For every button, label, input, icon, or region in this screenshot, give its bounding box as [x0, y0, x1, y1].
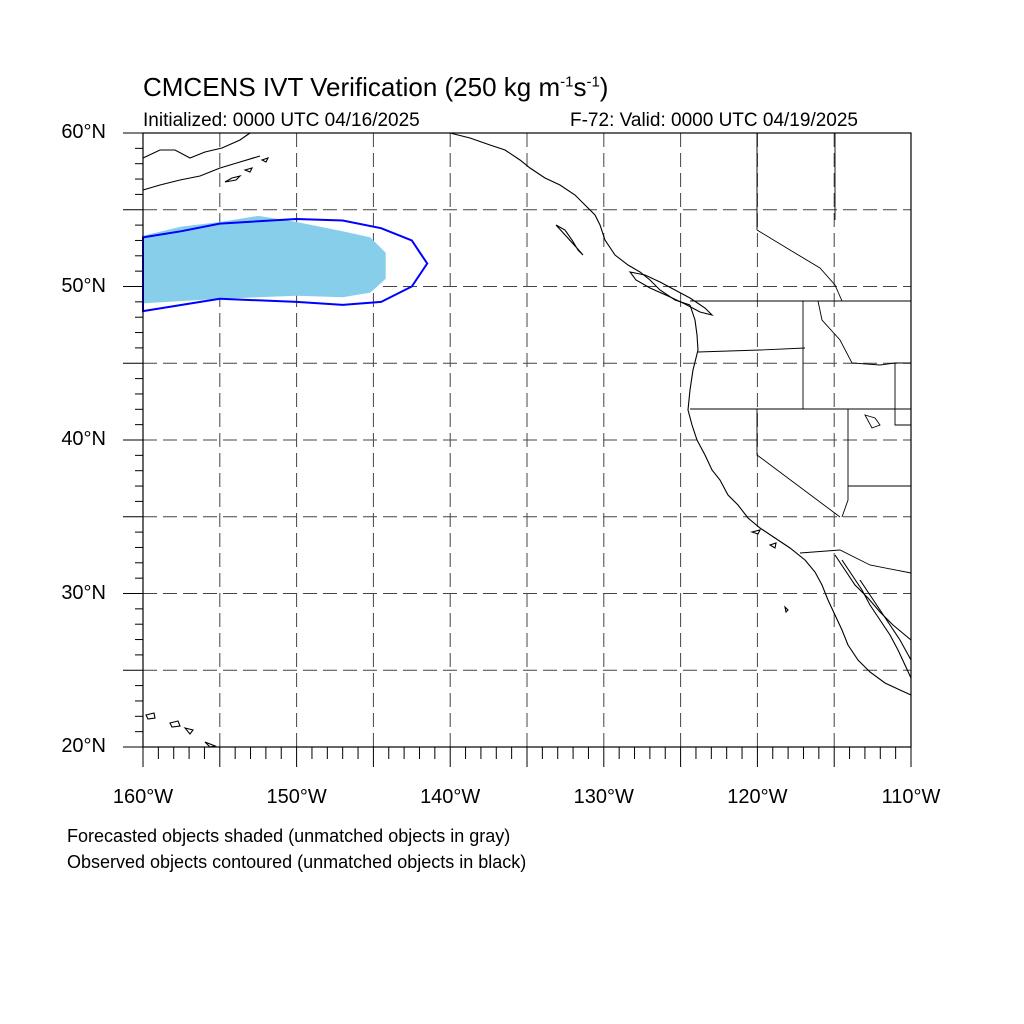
great-salt-lake [864, 414, 881, 429]
lat-tick-label: 20°N [61, 735, 106, 757]
alaska-coast [142, 132, 261, 191]
lon-tick-label: 110°W [881, 786, 941, 808]
alaska-islands [224, 157, 270, 183]
lon-tick-label: 150°W [266, 786, 327, 808]
state-borders [690, 133, 912, 574]
coastline [142, 132, 912, 748]
haida-gwaii [555, 224, 584, 256]
channel-islands [750, 529, 789, 614]
wyoming-border [894, 362, 911, 426]
southeast-alaska-coast [449, 132, 691, 306]
vancouver-island [628, 271, 714, 317]
map-border [142, 132, 912, 748]
baja-inner [841, 559, 912, 679]
lat-tick-label: 40°N [61, 428, 106, 450]
observed-object [142, 217, 429, 313]
baja-coast [834, 554, 912, 641]
mexico-mainland [859, 579, 912, 661]
lat-tick-label: 30°N [61, 581, 106, 604]
canada-provinces [756, 133, 896, 366]
valid-time-label: F-72: Valid: 0000 UTC 04/19/2025 [570, 110, 858, 131]
wa-or-border [697, 347, 806, 353]
lat-tick-label: 60°N [61, 121, 106, 143]
nv-az-border [841, 409, 849, 518]
lon-tick-label: 120°W [727, 786, 788, 808]
ca-nv-border [756, 409, 841, 518]
lat-tick-label: 50°N [61, 274, 106, 297]
mexico-border [799, 549, 912, 574]
forecast-legend-note: Forecasted objects shaded (unmatched obj… [67, 826, 511, 846]
lon-tick-label: 160°W [112, 786, 174, 808]
observed-legend-note: Observed objects contoured (unmatched ob… [67, 852, 527, 872]
axis-ticks [123, 132, 912, 767]
west-coast [687, 304, 912, 696]
forecast-object [143, 215, 386, 304]
lon-tick-label: 140°W [420, 786, 481, 808]
lon-tick-label: 130°W [573, 786, 634, 808]
hawaii-islands [145, 712, 217, 748]
chart-title: CMCENS IVT Verification (250 kg m-1s-1) [143, 72, 609, 102]
initialized-label: Initialized: 0000 UTC 04/16/2025 [143, 110, 420, 131]
